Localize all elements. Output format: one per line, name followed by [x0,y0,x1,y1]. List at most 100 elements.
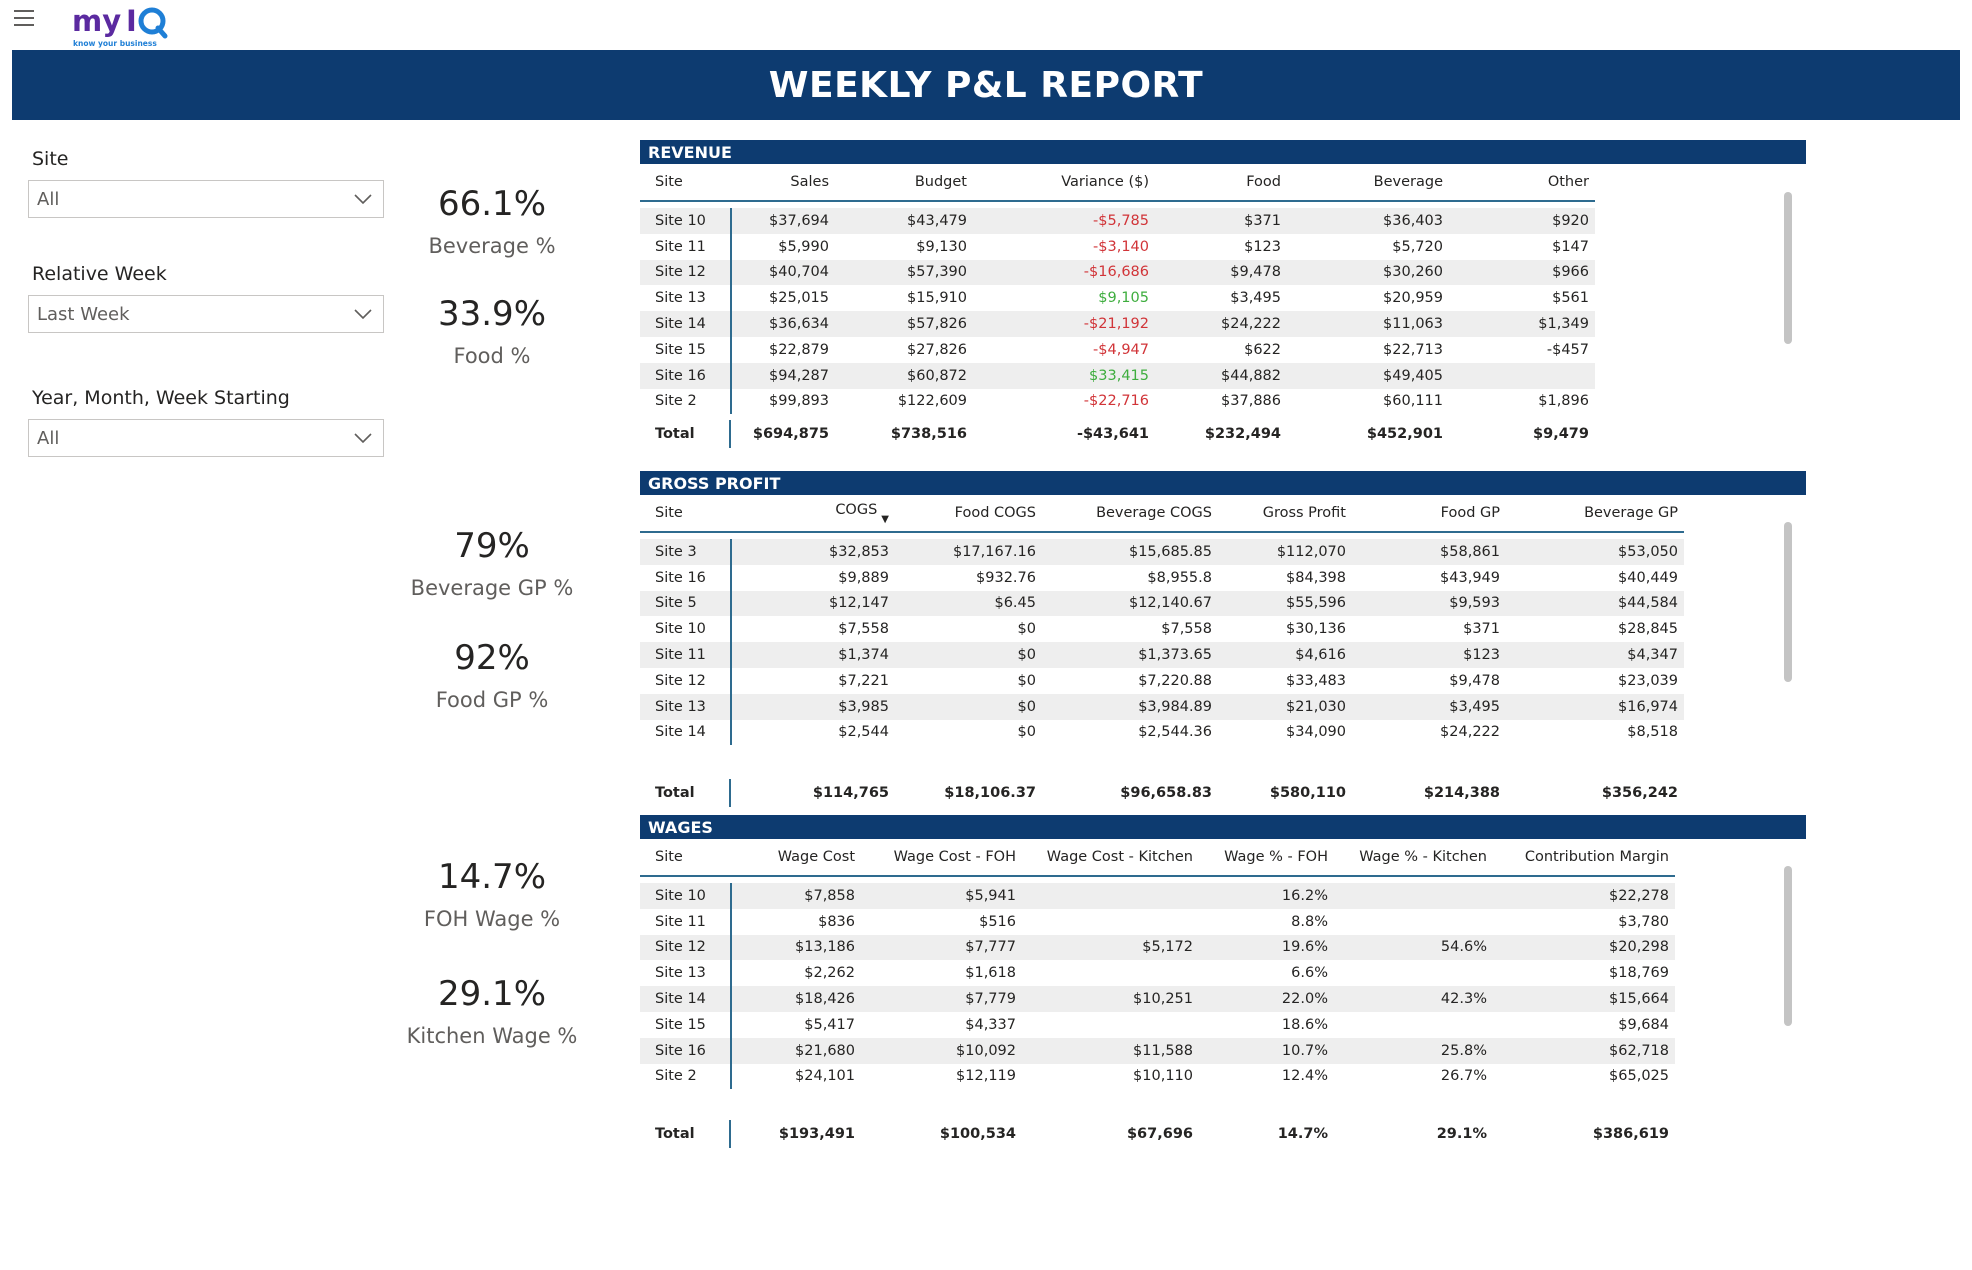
table-row[interactable]: Site 5 $12,147 $6.45 $12,140.67 $55,596 $9,59… [640,590,1684,617]
column-header[interactable]: Food GP [1352,495,1506,533]
value-cell: $1,373.65 [1042,642,1218,668]
column-header[interactable]: Site [640,164,731,202]
site-cell: Site 14 [640,719,732,746]
column-header[interactable]: Beverage [1287,164,1449,202]
table-row[interactable]: Site 11 $836 $516 8.8% $3,780 [640,908,1675,935]
column-header[interactable]: Site [640,839,731,877]
table-row[interactable]: Site 14 $18,426 $7,779 $10,251 22.0% 42.3% $15… [640,986,1675,1012]
site-cell: Site 3 [640,539,732,565]
column-header[interactable]: Contribution Margin [1493,839,1675,877]
wages-scrollbar[interactable] [1784,866,1792,1026]
table-row[interactable]: Site 13 $25,015 $15,910 $9,105 $3,495 $20,959… [640,285,1595,312]
table-row[interactable]: Site 10 $37,694 $43,479 -$5,785 $371 $36,403 $… [640,208,1595,234]
value-cell: $43,949 [1440,569,1500,586]
site-dropdown[interactable]: All [28,180,384,218]
column-header[interactable]: Budget [835,164,973,202]
total-value: $193,491 [778,1126,855,1142]
column-header[interactable]: Wage % - Kitchen [1334,839,1493,877]
table-row[interactable]: Site 10 $7,858 $5,941 16.2% $22,278 [640,883,1675,909]
relative-week-dropdown-value: Last Week [37,303,130,325]
table-row[interactable]: Site 16 $9,889 $932.76 $8,955.8 $84,398 $43,9… [640,564,1684,591]
value-cell: $6.45 [895,590,1042,617]
value-cell: $8,518 [1627,724,1678,741]
value-cell [1022,960,1199,986]
value-cell: $37,886 [1221,393,1281,410]
column-header[interactable]: Beverage GP [1506,495,1684,533]
sort-descending-icon[interactable]: ▼ [881,513,889,525]
value-cell: $10,251 [1022,986,1199,1012]
table-row[interactable]: Site 12 $40,704 $57,390 -$16,686 $9,478 $30,2… [640,259,1595,286]
total-value: 29.1% [1436,1126,1487,1142]
hamburger-menu-icon[interactable] [14,10,34,28]
value-cell: $30,136 [1286,621,1346,638]
value-cell: $4,616 [1218,642,1352,668]
value-cell: 22.0% [1199,986,1334,1012]
table-row[interactable]: Site 16 $21,680 $10,092 $11,588 10.7% 25.8% $6… [640,1037,1675,1064]
value-cell: -$5,785 [973,208,1155,234]
value-cell: $8,955.8 [1147,569,1212,586]
value-cell: $122,609 [897,393,967,410]
column-header[interactable]: Other [1449,164,1595,202]
table-row[interactable]: Site 15 $22,879 $27,826 -$4,947 $622 $22,713 -… [640,336,1595,363]
relative-week-dropdown[interactable]: Last Week [28,295,384,333]
column-header[interactable]: Wage Cost - Kitchen [1022,839,1199,877]
total-value: $18,106.37 [944,785,1036,801]
column-header[interactable]: Food COGS [895,495,1042,533]
column-header[interactable]: Wage Cost [731,839,861,877]
total-value: $694,875 [752,426,829,442]
column-header[interactable]: Site [640,495,731,533]
table-row[interactable]: Site 3 $32,853 $17,167.16 $15,685.85 $112,07… [640,539,1684,565]
table-row[interactable]: Site 13 $2,262 $1,618 6.6% $18,769 [640,960,1675,987]
table-row[interactable]: Site 12 $7,221 $0 $7,220.88 $33,483 $9,478 $23… [640,667,1684,694]
table-row[interactable]: Site 10 $7,558 $0 $7,558 $30,136 $371 $28,845 [640,616,1684,643]
value-cell: 16.2% [1199,883,1334,909]
column-header[interactable]: Sales [731,164,835,202]
table-row[interactable]: Site 11 $5,990 $9,130 -$3,140 $123 $5,720 $147 [640,233,1595,260]
site-cell: Site 13 [640,285,732,312]
myiq-logo: my I know your business [72,2,182,50]
site-cell: Site 10 [640,883,732,909]
table-row[interactable]: Site 13 $3,985 $0 $3,984.89 $21,030 $3,495 $16… [640,693,1684,720]
value-cell: -$22,716 [1083,393,1149,410]
revenue-scrollbar[interactable] [1784,192,1792,344]
site-cell: Site 2 [640,1063,732,1090]
table-row[interactable]: Site 2 $99,893 $122,609 -$22,716 $37,886 $60,… [640,388,1595,415]
table-row[interactable]: Site 14 $36,634 $57,826 -$21,192 $24,222 $11,… [640,311,1595,337]
value-cell: $7,558 [1161,621,1212,638]
column-header[interactable]: Food [1155,164,1287,202]
value-cell: $11,063 [1287,311,1449,337]
column-header[interactable]: Wage % - FOH [1199,839,1334,877]
column-header[interactable]: Beverage COGS [1042,495,1218,533]
value-cell: $40,449 [1618,569,1678,586]
value-cell: $2,262 [804,965,855,982]
table-row[interactable]: Site 14 $2,544 $0 $2,544.36 $34,090 $24,222 $8… [640,719,1684,746]
value-cell: $9,684 [1618,1016,1669,1033]
total-value: $580,110 [1269,785,1346,801]
column-header[interactable]: Variance ($) [973,164,1155,202]
column-header[interactable]: COGS▼ [731,495,895,533]
value-cell: $9,593 [1352,590,1506,617]
value-cell: $0 [895,642,1042,668]
table-row[interactable]: Site 11 $1,374 $0 $1,373.65 $4,616 $123 $4,347 [640,642,1684,668]
week-starting-dropdown[interactable]: All [28,419,384,457]
table-row[interactable]: Site 15 $5,417 $4,337 18.6% $9,684 [640,1011,1675,1038]
kpi-value: 29.1% [437,974,546,1014]
value-cell: $53,050 [1506,539,1684,565]
value-cell: $7,779 [861,986,1022,1012]
kpi-value: 33.9% [437,294,546,334]
gross-profit-scrollbar[interactable] [1784,522,1792,682]
kpi-value: 92% [454,638,530,678]
value-cell: $966 [1449,259,1595,286]
value-cell: $123 [1244,238,1281,255]
value-cell: $9,478 [1155,259,1287,286]
value-cell: $65,025 [1609,1068,1669,1085]
column-header[interactable]: Wage Cost - FOH [861,839,1022,877]
kpi-value: 14.7% [437,857,546,897]
column-header[interactable]: Gross Profit [1218,495,1352,533]
report-title-banner: WEEKLY P&L REPORT [12,50,1960,120]
value-cell [1334,883,1493,909]
site-cell: Site 13 [640,693,732,720]
table-row[interactable]: Site 16 $94,287 $60,872 $33,415 $44,882 $49,4… [640,362,1595,389]
table-row[interactable]: Site 2 $24,101 $12,119 $10,110 12.4% 26.7% $65… [640,1063,1675,1090]
table-row[interactable]: Site 12 $13,186 $7,777 $5,172 19.6% 54.6% $20,… [640,934,1675,961]
